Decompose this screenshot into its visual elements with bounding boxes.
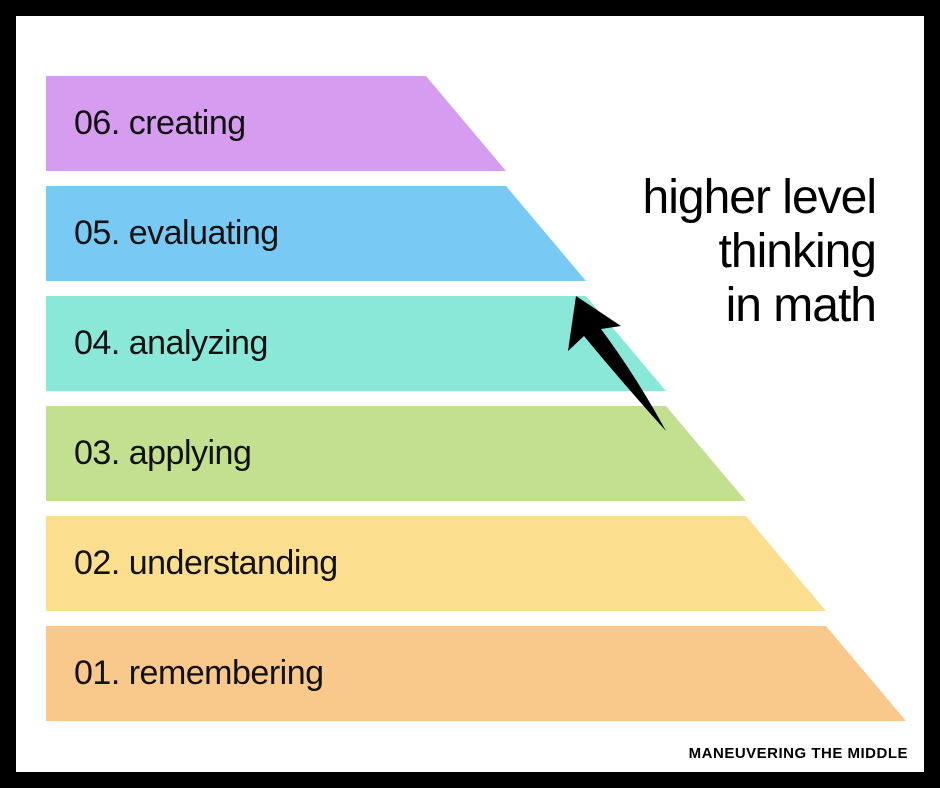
infographic-frame: 06. creating 05. evaluating 04. analyzing 0… [0,0,940,788]
pyramid-level-label: 01. remembering [74,654,324,693]
arrow-icon [556,281,686,446]
pyramid-level: 01. remembering [46,626,906,721]
heading-line-1: higher level [643,171,876,225]
footer-credit: MANEUVERING THE MIDDLE [689,745,908,762]
pyramid-level-label: 03. applying [74,434,251,473]
pyramid-level: 05. evaluating [46,186,586,281]
pyramid-level-label: 06. creating [74,104,246,143]
pyramid-level-label: 04. analyzing [74,324,268,363]
pyramid-level: 06. creating [46,76,506,171]
pyramid-level-label: 02. understanding [74,544,338,583]
pyramid-level-label: 05. evaluating [74,214,279,253]
heading-line-2: thinking [643,225,876,279]
pyramid-level: 02. understanding [46,516,826,611]
